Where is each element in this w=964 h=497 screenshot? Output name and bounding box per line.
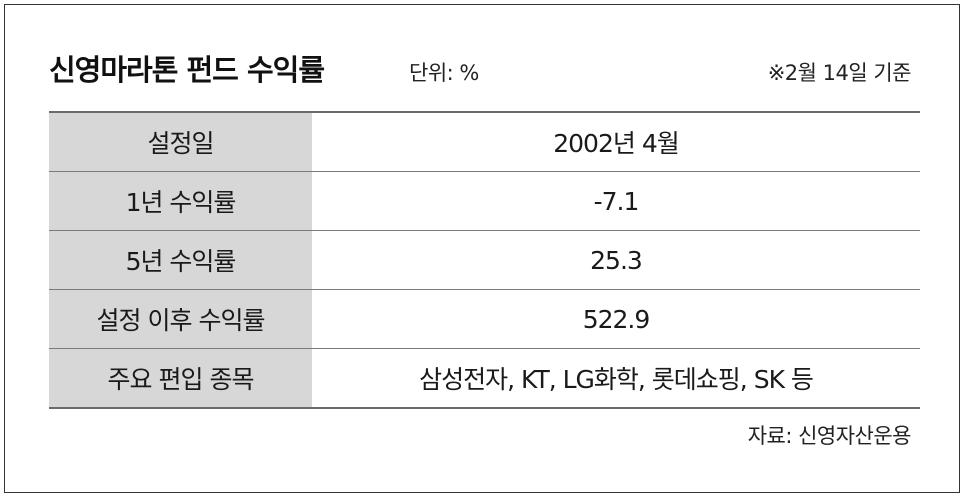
unit-note: 단위: % [409,61,479,85]
row-label: 주요 편입 종목 [49,349,312,407]
row-value: 2002년 4월 [553,129,679,158]
box-title: 신영마라톤 펀드 수익률 [49,53,325,87]
row-label: 설정 이후 수익률 [49,290,312,348]
row-label: 1년 수익률 [49,172,312,230]
row-label: 5년 수익률 [49,231,312,289]
date-basis-note: ※2월 14일 기준 [767,61,912,85]
table-row: 5년 수익률 25.3 [49,231,920,290]
table-row: 주요 편입 종목 삼성전자, KT, LG화학, 롯데쇼핑, SK 등 [49,349,920,407]
fund-return-table: 설정일 2002년 4월 1년 수익률 -7.1 5년 수익률 25.3 설정 … [49,111,920,409]
infobox-frame: 신영마라톤 펀드 수익률 단위: % ※2월 14일 기준 설정일 2002년 … [4,4,960,493]
table-row: 설정일 2002년 4월 [49,113,920,172]
source-note: 자료: 신영자산운용 [747,424,912,448]
row-value: 삼성전자, KT, LG화학, 롯데쇼핑, SK 등 [419,365,814,394]
row-value: 522.9 [582,304,651,334]
row-label: 설정일 [49,113,312,171]
row-value: 25.3 [590,245,643,275]
table-row: 1년 수익률 -7.1 [49,172,920,231]
row-value: -7.1 [593,186,640,216]
table-row: 설정 이후 수익률 522.9 [49,290,920,349]
